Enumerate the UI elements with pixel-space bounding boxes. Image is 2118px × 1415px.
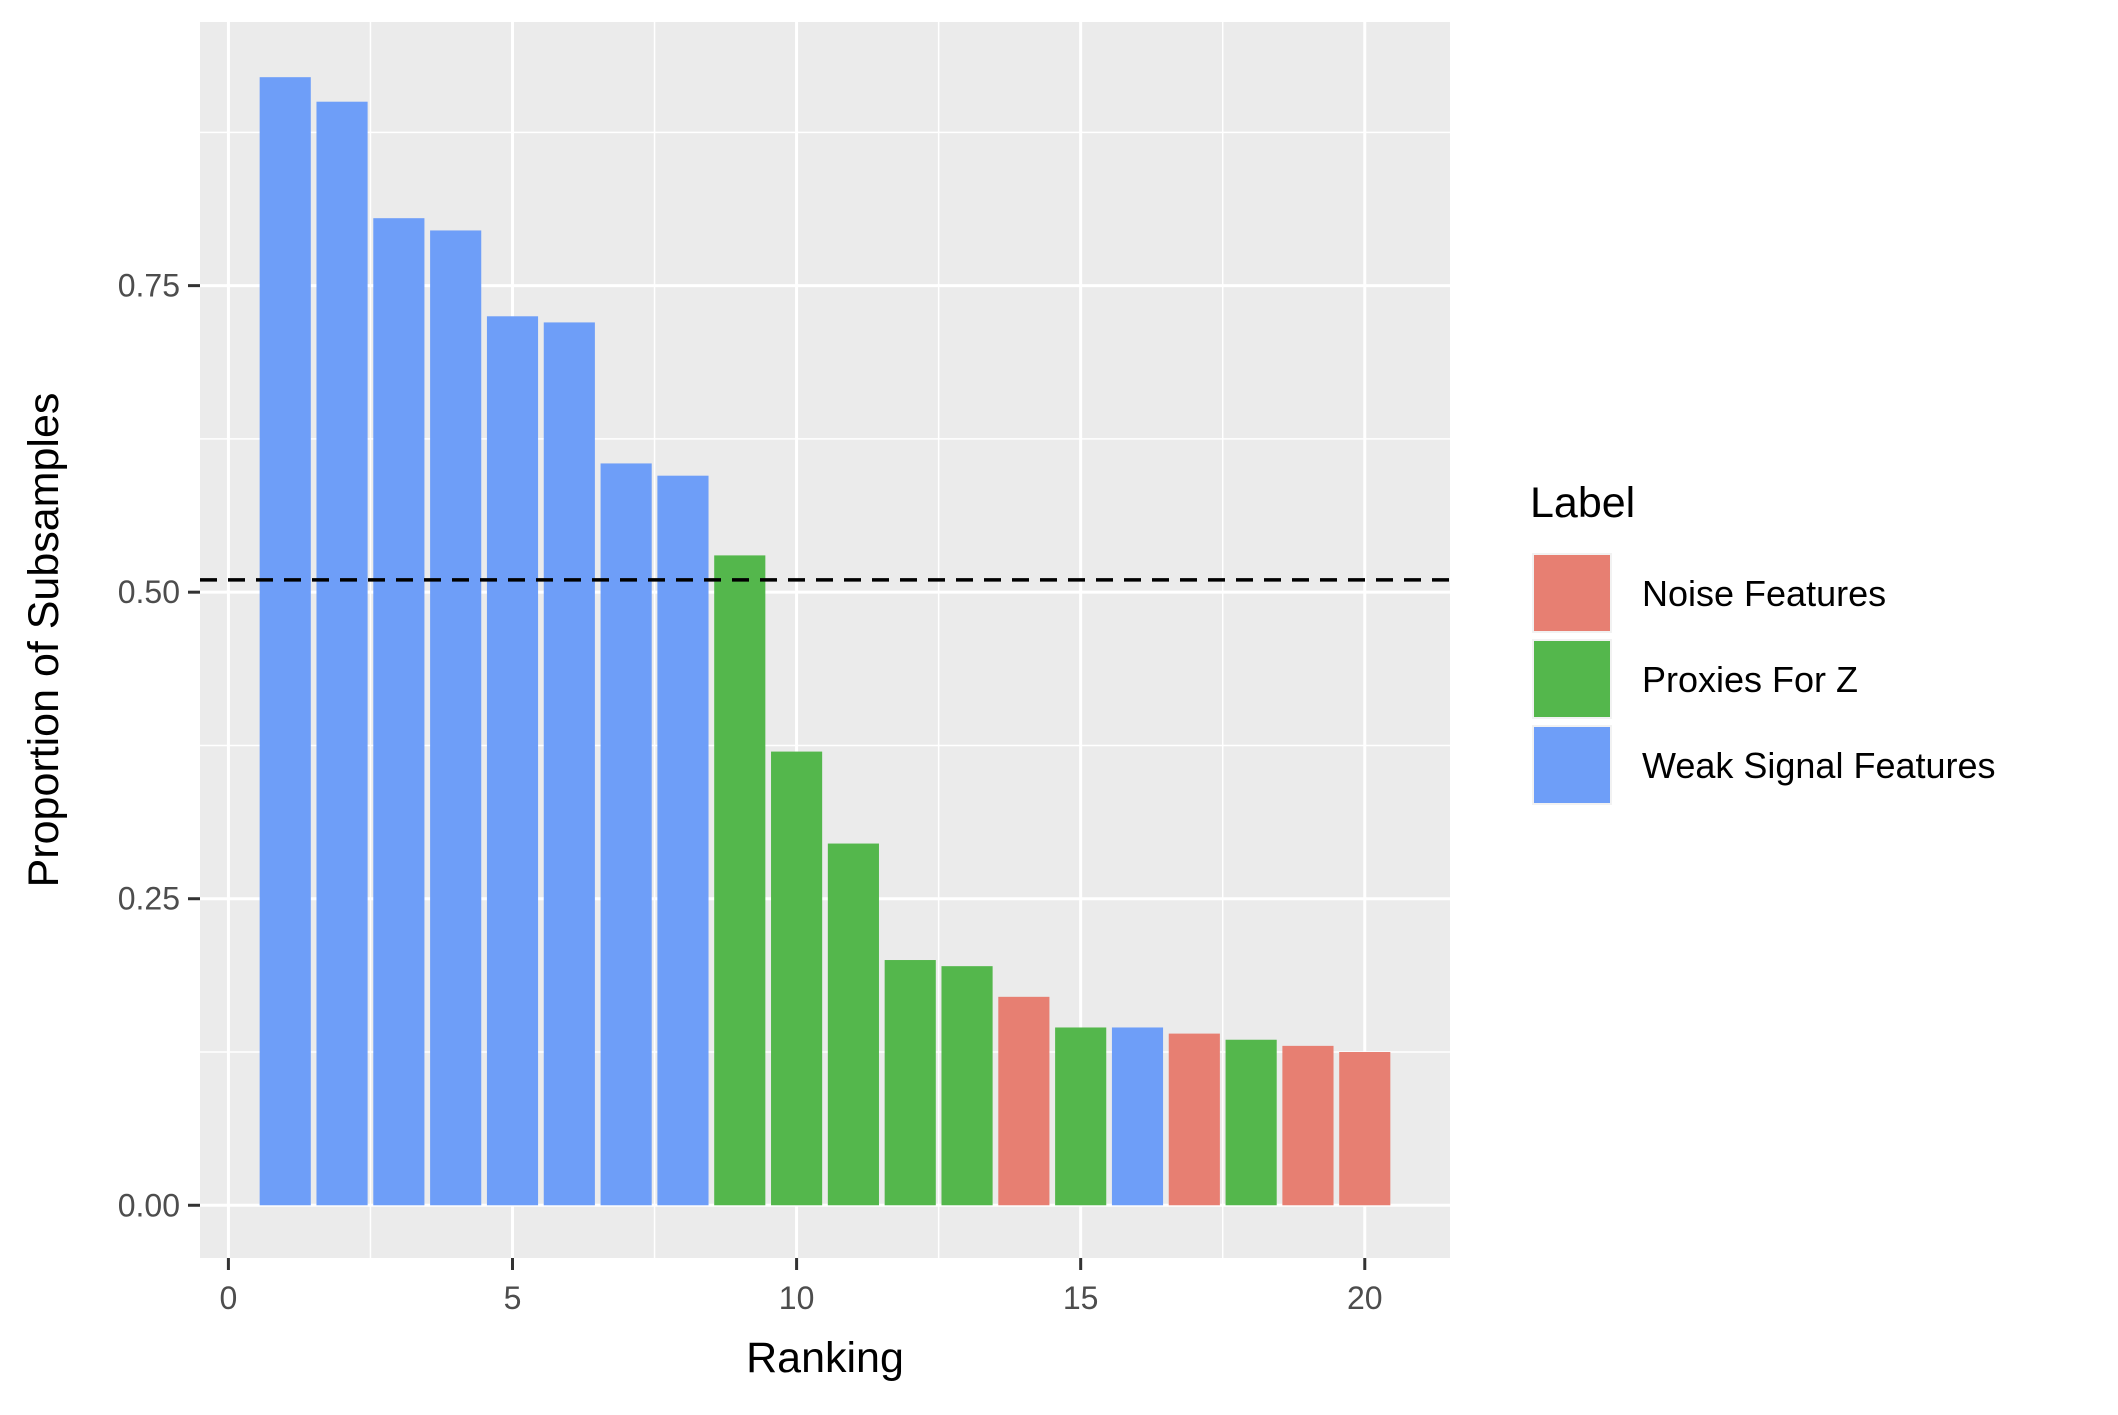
legend-label: Proxies For Z: [1642, 659, 1858, 700]
bar: [714, 555, 766, 1206]
legend: Label Noise Features Proxies For Z Weak Si…: [1530, 479, 1996, 805]
legend-title: Label: [1530, 479, 1635, 527]
legend-swatch: [1534, 641, 1610, 717]
legend-swatch: [1534, 555, 1610, 631]
legend-swatch: [1534, 727, 1610, 803]
x-tick-label: 20: [1347, 1280, 1383, 1316]
bar: [373, 218, 425, 1206]
bar: [1225, 1039, 1277, 1206]
grid-minor: [200, 22, 1450, 1258]
bar: [1339, 1052, 1391, 1206]
bar: [1168, 1033, 1220, 1206]
y-tick-label: 0.25: [118, 881, 180, 917]
y-axis-ticks: 0.00 0.25 0.50 0.75: [118, 268, 200, 1223]
bars: [259, 77, 1391, 1206]
x-tick-label: 15: [1063, 1280, 1099, 1316]
x-axis-ticks: 0 5 10 15 20: [220, 1258, 1383, 1316]
bar: [486, 316, 539, 1206]
bar: [1282, 1045, 1334, 1206]
bar: [998, 996, 1050, 1206]
bar: [884, 960, 936, 1206]
bar: [543, 322, 595, 1206]
legend-label: Weak Signal Features: [1642, 745, 1996, 786]
y-axis-title: Proportion of Subsamples: [20, 393, 68, 888]
x-tick-label: 10: [779, 1280, 815, 1316]
x-axis-title: Ranking: [746, 1334, 904, 1382]
y-tick-label: 0.50: [118, 574, 180, 610]
bar: [600, 463, 652, 1206]
bar: [827, 843, 879, 1206]
legend-label: Noise Features: [1642, 573, 1886, 614]
bar: [1055, 1027, 1107, 1206]
y-tick-label: 0.00: [118, 1187, 180, 1223]
bar: [941, 966, 993, 1206]
bar: [771, 751, 823, 1206]
legend-entries: Noise Features Proxies For Z Weak Signal F…: [1532, 553, 1996, 805]
bar: [657, 475, 709, 1206]
y-tick-label: 0.75: [118, 268, 180, 304]
bar: [259, 77, 311, 1206]
x-tick-label: 5: [504, 1280, 522, 1316]
bar: [316, 101, 368, 1206]
bar: [1111, 1027, 1164, 1206]
x-tick-label: 0: [220, 1280, 238, 1316]
bar: [430, 230, 482, 1206]
